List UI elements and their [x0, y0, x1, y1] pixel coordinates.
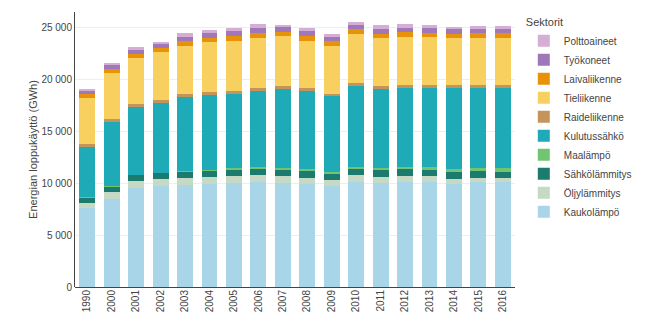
svg-text:2004: 2004 [204, 290, 215, 313]
svg-text:2001: 2001 [130, 290, 141, 313]
svg-text:Laivaliikenne: Laivaliikenne [564, 74, 622, 85]
svg-text:2014: 2014 [448, 290, 459, 313]
svg-text:Kulutussähkö: Kulutussähkö [564, 131, 624, 142]
svg-text:Tieliikenne: Tieliikenne [564, 93, 612, 104]
svg-text:2007: 2007 [277, 290, 288, 313]
svg-text:Työkoneet: Työkoneet [564, 55, 610, 66]
svg-text:2013: 2013 [424, 290, 435, 313]
svg-text:2011: 2011 [375, 290, 386, 312]
svg-text:Raideliikenne: Raideliikenne [564, 112, 624, 123]
svg-text:15 000: 15 000 [41, 126, 72, 137]
svg-text:2008: 2008 [301, 290, 312, 313]
svg-text:2010: 2010 [350, 290, 361, 313]
svg-text:1990: 1990 [81, 290, 92, 313]
svg-text:Maalämpö: Maalämpö [564, 150, 611, 161]
svg-text:2012: 2012 [399, 290, 410, 313]
svg-text:2002: 2002 [155, 290, 166, 313]
svg-text:5 000: 5 000 [47, 230, 72, 241]
svg-text:2009: 2009 [326, 290, 337, 313]
svg-text:0: 0 [66, 282, 72, 293]
svg-text:20 000: 20 000 [41, 74, 72, 85]
svg-text:2000: 2000 [106, 290, 117, 313]
svg-text:2015: 2015 [473, 290, 484, 313]
svg-text:2006: 2006 [253, 290, 264, 313]
svg-text:Sektorit: Sektorit [526, 16, 563, 28]
svg-text:Energian loppukäyttö (GWh): Energian loppukäyttö (GWh) [27, 80, 39, 219]
svg-text:2016: 2016 [497, 290, 508, 313]
svg-text:25 000: 25 000 [41, 22, 72, 33]
svg-text:10 000: 10 000 [41, 178, 72, 189]
svg-text:Polttoaineet: Polttoaineet [564, 36, 617, 47]
svg-text:Sähkölämmitys: Sähkölämmitys [564, 169, 632, 180]
svg-text:2003: 2003 [179, 290, 190, 313]
svg-text:2005: 2005 [228, 290, 239, 313]
svg-text:Kaukolämpö: Kaukolämpö [564, 207, 620, 218]
svg-text:Öljylämmitys: Öljylämmitys [564, 188, 621, 199]
